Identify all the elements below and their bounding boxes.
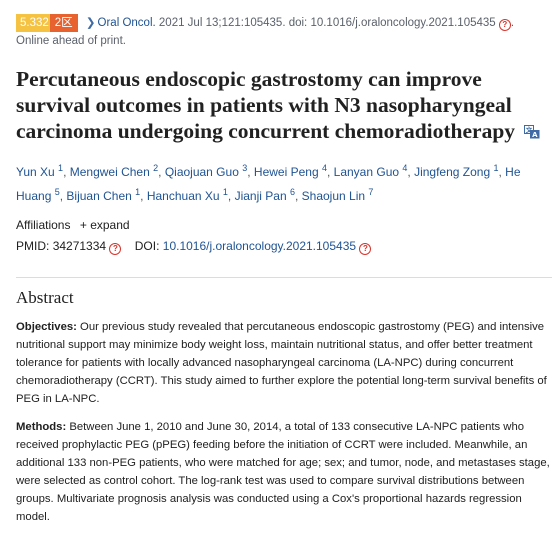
- author-link[interactable]: Hewei Peng: [253, 165, 319, 179]
- objectives-paragraph: Objectives: Our previous study revealed …: [16, 318, 556, 408]
- pmid-value: 34271334: [52, 239, 107, 253]
- author-link[interactable]: Shaojun Lin: [301, 189, 366, 203]
- pmid-label: PMID:: [16, 239, 50, 253]
- author-affiliation-number[interactable]: 2: [153, 163, 159, 173]
- author-separator: ,: [326, 165, 334, 179]
- author-separator: ,: [59, 189, 67, 203]
- identifier-row: PMID: 34271334 ? DOI: 10.1016/j.oralonco…: [16, 239, 556, 255]
- author-link[interactable]: Jingfeng Zong: [414, 165, 491, 179]
- author-affiliation-number[interactable]: 5: [54, 187, 60, 197]
- author-affiliation-number[interactable]: 4: [402, 163, 408, 173]
- author-separator: ,: [63, 165, 70, 179]
- svg-text:文: 文: [525, 125, 533, 134]
- objectives-label: Objectives:: [16, 321, 77, 333]
- author-link[interactable]: Jianji Pan: [234, 189, 287, 203]
- author-separator: ,: [140, 189, 147, 203]
- translate-icon[interactable]: 文 A: [524, 125, 540, 139]
- author-link[interactable]: Hanchuan Xu: [146, 189, 220, 203]
- abstract-heading: Abstract: [16, 277, 552, 308]
- author-link[interactable]: He Huang: [16, 165, 521, 203]
- author-separator: ,: [498, 165, 506, 179]
- question-circle-icon[interactable]: ?: [359, 243, 372, 255]
- author-affiliation-number[interactable]: 1: [58, 163, 64, 173]
- author-affiliation-number[interactable]: 4: [321, 163, 327, 173]
- objectives-text: Our previous study revealed that percuta…: [16, 321, 547, 405]
- author-separator: ,: [294, 189, 302, 203]
- doi-label: DOI:: [134, 239, 160, 253]
- chevron-right-icon[interactable]: ❯: [85, 17, 96, 29]
- article-page: 5.332 2区 ❯ Oral Oncol. 2021 Jul 13;121:105…: [16, 14, 556, 526]
- plus-icon[interactable]: +: [79, 218, 87, 232]
- journal-link[interactable]: Oral Oncol.: [97, 17, 156, 29]
- author-link[interactable]: Bijuan Chen: [66, 189, 132, 203]
- author-affiliation-number[interactable]: 6: [289, 187, 295, 197]
- author-affiliation-number[interactable]: 1: [493, 163, 499, 173]
- impact-factor-badge: 5.332: [16, 14, 53, 32]
- affiliations-row: Affiliations + expand: [16, 218, 556, 232]
- publication-status: Online ahead of print.: [16, 35, 126, 47]
- question-circle-icon[interactable]: ?: [498, 19, 511, 31]
- author-affiliation-number[interactable]: 1: [222, 187, 228, 197]
- author-link[interactable]: Lanyan Guo: [333, 165, 400, 179]
- author-separator: ,: [227, 189, 235, 203]
- article-title: Percutaneous endoscopic gastrostomy can …: [16, 66, 556, 144]
- question-circle-icon[interactable]: ?: [109, 243, 122, 255]
- author-link[interactable]: Mengwei Chen: [69, 165, 150, 179]
- author-affiliation-number[interactable]: 7: [368, 187, 374, 197]
- svg-text:A: A: [533, 131, 539, 139]
- citation-line: 5.332 2区 ❯ Oral Oncol. 2021 Jul 13;121:105…: [16, 14, 556, 50]
- citation-details: 2021 Jul 13;121:105435. doi: 10.1016/j.o…: [158, 17, 496, 29]
- author-separator: ,: [247, 165, 254, 179]
- methods-text: Between June 1, 2010 and June 30, 2014, …: [16, 421, 550, 523]
- author-link[interactable]: Qiaojuan Guo: [164, 165, 239, 179]
- author-separator: ,: [158, 165, 165, 179]
- quartile-badge: 2区: [49, 14, 78, 32]
- doi-link[interactable]: 10.1016/j.oraloncology.2021.105435: [162, 239, 357, 253]
- author-separator: ,: [407, 165, 415, 179]
- methods-paragraph: Methods: Between June 1, 2010 and June 3…: [16, 418, 556, 526]
- author-list: Yun Xu 1, Mengwei Chen 2, Qiaojuan Guo 3…: [16, 158, 556, 206]
- affiliations-label: Affiliations: [16, 218, 71, 232]
- expand-link[interactable]: expand: [90, 218, 130, 232]
- author-link[interactable]: Yun Xu: [16, 165, 55, 179]
- author-affiliation-number[interactable]: 3: [242, 163, 248, 173]
- methods-label: Methods:: [16, 421, 67, 433]
- author-affiliation-number[interactable]: 1: [135, 187, 141, 197]
